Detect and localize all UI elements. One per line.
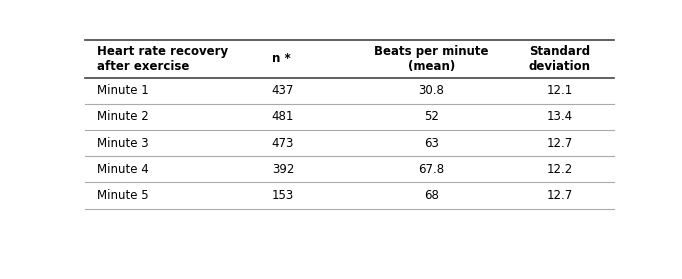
- Text: 12.7: 12.7: [546, 136, 573, 150]
- Text: 392: 392: [272, 163, 294, 176]
- Text: Heart rate recovery
after exercise: Heart rate recovery after exercise: [98, 45, 228, 73]
- Text: Minute 4: Minute 4: [98, 163, 149, 176]
- Text: Standard
deviation: Standard deviation: [529, 45, 591, 73]
- Text: 63: 63: [424, 136, 439, 150]
- Text: 153: 153: [272, 189, 294, 202]
- Text: 473: 473: [272, 136, 294, 150]
- Text: 12.7: 12.7: [546, 189, 573, 202]
- Text: Minute 1: Minute 1: [98, 84, 149, 97]
- Text: Minute 3: Minute 3: [98, 136, 149, 150]
- Text: 52: 52: [424, 110, 439, 123]
- Text: Minute 5: Minute 5: [98, 189, 149, 202]
- Text: 481: 481: [272, 110, 294, 123]
- Text: 12.1: 12.1: [546, 84, 573, 97]
- Text: Minute 2: Minute 2: [98, 110, 149, 123]
- Text: 67.8: 67.8: [418, 163, 445, 176]
- Text: 68: 68: [424, 189, 439, 202]
- Text: 437: 437: [272, 84, 294, 97]
- Text: n *: n *: [272, 52, 291, 65]
- Text: 13.4: 13.4: [546, 110, 573, 123]
- Text: 12.2: 12.2: [546, 163, 573, 176]
- Text: 30.8: 30.8: [419, 84, 445, 97]
- Text: Beats per minute
(mean): Beats per minute (mean): [374, 45, 489, 73]
